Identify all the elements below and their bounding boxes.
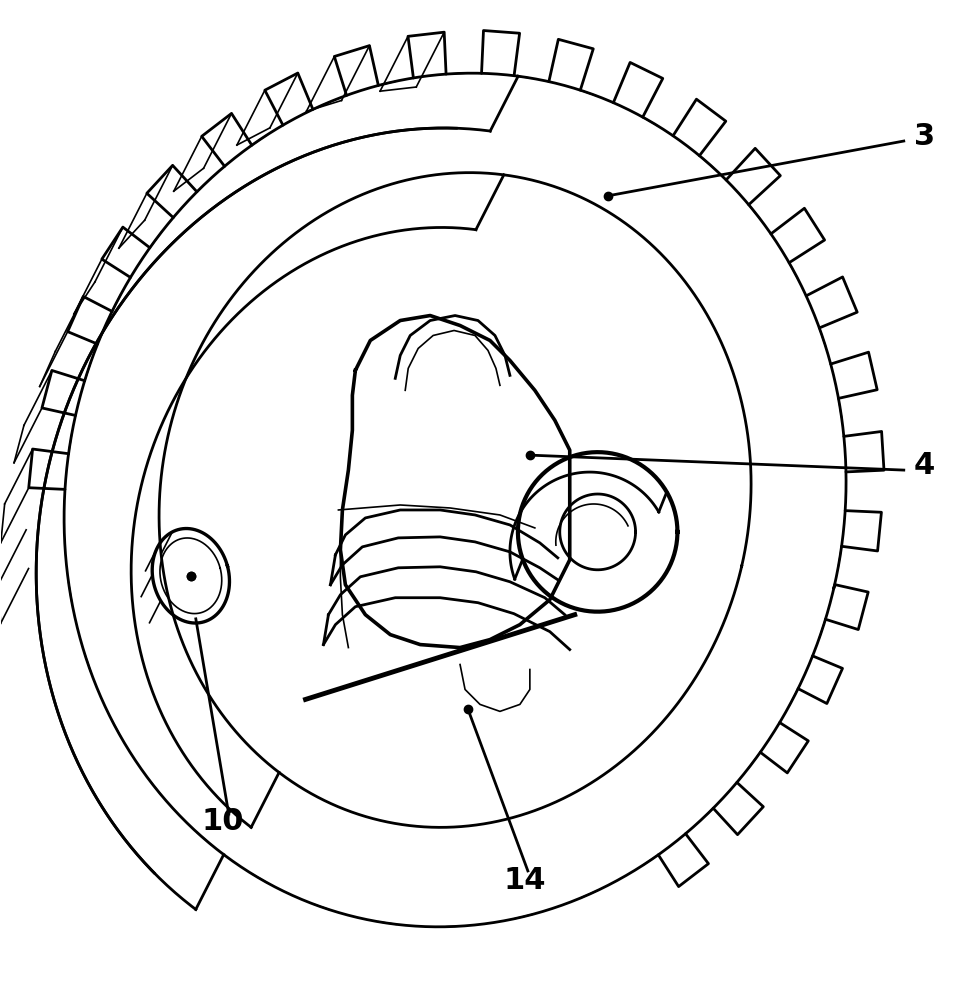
Text: 14: 14 [503,866,547,895]
Text: 4: 4 [914,451,935,480]
Text: 10: 10 [201,807,244,836]
Text: 3: 3 [914,122,935,151]
